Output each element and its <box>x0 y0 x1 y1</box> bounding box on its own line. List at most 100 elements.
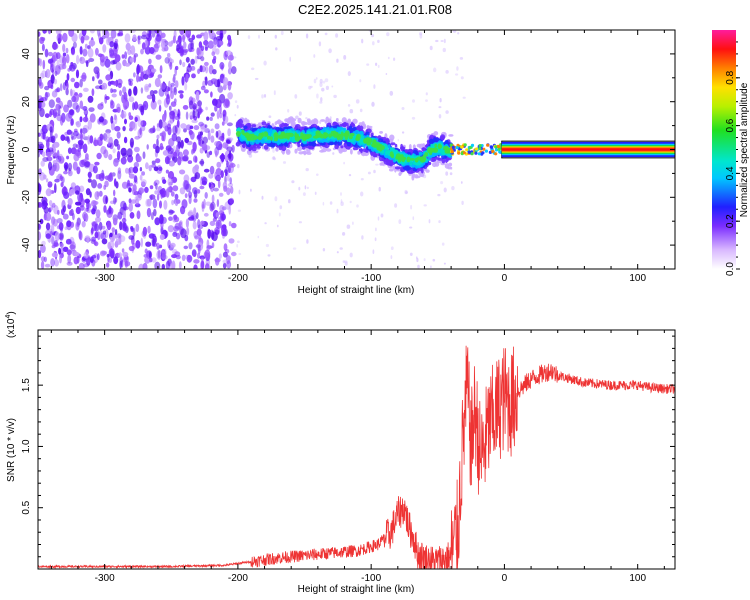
noise-blob <box>224 98 230 107</box>
noise-blob <box>44 201 47 206</box>
noise-blob <box>186 227 190 236</box>
noise-blob <box>228 182 233 188</box>
noise-blob <box>83 207 87 213</box>
noise-blob <box>142 151 146 159</box>
noise-blob <box>91 236 96 242</box>
noise-speck <box>412 99 415 103</box>
noise-blob <box>43 174 47 180</box>
noise-blob <box>110 115 114 124</box>
noise-blob <box>54 178 60 183</box>
noise-blob <box>231 66 237 75</box>
noise-blob <box>60 182 64 188</box>
noise-blob <box>91 208 96 215</box>
noise-blob <box>198 47 202 55</box>
noise-blob <box>103 205 107 213</box>
noise-blob <box>82 106 88 111</box>
noise-blob <box>53 141 60 148</box>
noise-speck <box>340 199 343 204</box>
ridge-blob <box>481 151 485 155</box>
ridge-blob <box>312 130 316 134</box>
ridge-blob <box>387 144 391 149</box>
noise-speck <box>238 189 241 195</box>
noise-blob <box>41 151 46 157</box>
snr-plot: -300 -200 -100 0 100 0.5 1.0 1.5 Height of str… <box>5 311 676 595</box>
snr-series <box>38 345 675 569</box>
ridge-blob <box>388 162 393 166</box>
noise-blob <box>168 41 173 47</box>
noise-blob <box>58 247 62 255</box>
noise-blob <box>75 190 80 195</box>
noise-blob <box>126 148 133 158</box>
ridge-blob <box>430 139 434 145</box>
noise-blob <box>198 234 202 242</box>
noise-blob <box>115 238 122 245</box>
ridge-blob <box>460 145 464 149</box>
ridge-blob <box>238 124 243 128</box>
noise-blob <box>118 252 122 258</box>
noise-blob <box>124 260 128 268</box>
noise-blob <box>115 61 122 71</box>
noise-blob <box>178 90 184 94</box>
noise-speck <box>438 114 442 119</box>
ridge-blob <box>325 148 332 152</box>
ridge-blob <box>491 149 495 153</box>
ridge-blob <box>323 134 327 139</box>
noise-blob <box>137 40 142 45</box>
noise-speck <box>460 181 463 184</box>
noise-blob <box>42 59 46 70</box>
noise-blob <box>38 183 42 193</box>
noise-blob <box>138 263 145 269</box>
noise-blob <box>86 236 90 244</box>
noise-blob <box>208 40 214 49</box>
noise-blob <box>219 204 225 213</box>
noise-blob <box>96 72 100 80</box>
noise-speck <box>361 235 364 240</box>
noise-blob <box>107 141 111 146</box>
noise-blob <box>74 81 80 89</box>
noise-blob <box>42 30 48 34</box>
noise-speck <box>342 232 346 236</box>
noise-speck <box>452 30 457 33</box>
noise-blob <box>169 110 176 120</box>
noise-blob <box>49 230 53 237</box>
noise-blob <box>197 219 201 229</box>
noise-blob <box>72 41 77 49</box>
y-tick-label: 20 <box>21 96 32 108</box>
noise-blob <box>87 119 93 130</box>
noise-blob <box>84 43 88 49</box>
noise-speck <box>411 116 416 120</box>
ridge-blob <box>419 158 426 163</box>
noise-blob <box>216 161 222 168</box>
noise-blob <box>192 109 196 119</box>
noise-blob <box>105 74 112 81</box>
noise-blob <box>209 220 216 226</box>
noise-blob <box>185 30 191 38</box>
noise-blob <box>200 260 204 269</box>
noise-speck <box>343 55 347 60</box>
noise-blob <box>61 63 67 70</box>
noise-speck <box>267 254 271 257</box>
ridge-blob <box>307 121 312 126</box>
noise-blob <box>90 256 94 263</box>
noise-blob <box>52 218 58 227</box>
noise-blob <box>61 55 67 66</box>
noise-blob <box>45 222 51 231</box>
noise-speck <box>298 111 302 116</box>
noise-speck <box>443 262 446 265</box>
ridge-blob <box>298 151 304 155</box>
spectrogram-x-ticks: -300 -200 -100 0 100 <box>50 30 665 284</box>
noise-blob <box>145 162 149 170</box>
noise-blob <box>156 123 160 128</box>
noise-blob <box>174 193 179 200</box>
noise-blob <box>60 247 64 256</box>
noise-blob <box>53 152 58 158</box>
noise-blob <box>222 262 227 269</box>
noise-blob <box>108 248 115 258</box>
noise-blob <box>156 249 162 260</box>
noise-blob <box>206 244 211 251</box>
noise-blob <box>178 221 183 231</box>
noise-blob <box>185 111 189 120</box>
noise-blob <box>43 206 49 214</box>
noise-blob <box>66 73 70 81</box>
noise-blob <box>98 173 105 182</box>
